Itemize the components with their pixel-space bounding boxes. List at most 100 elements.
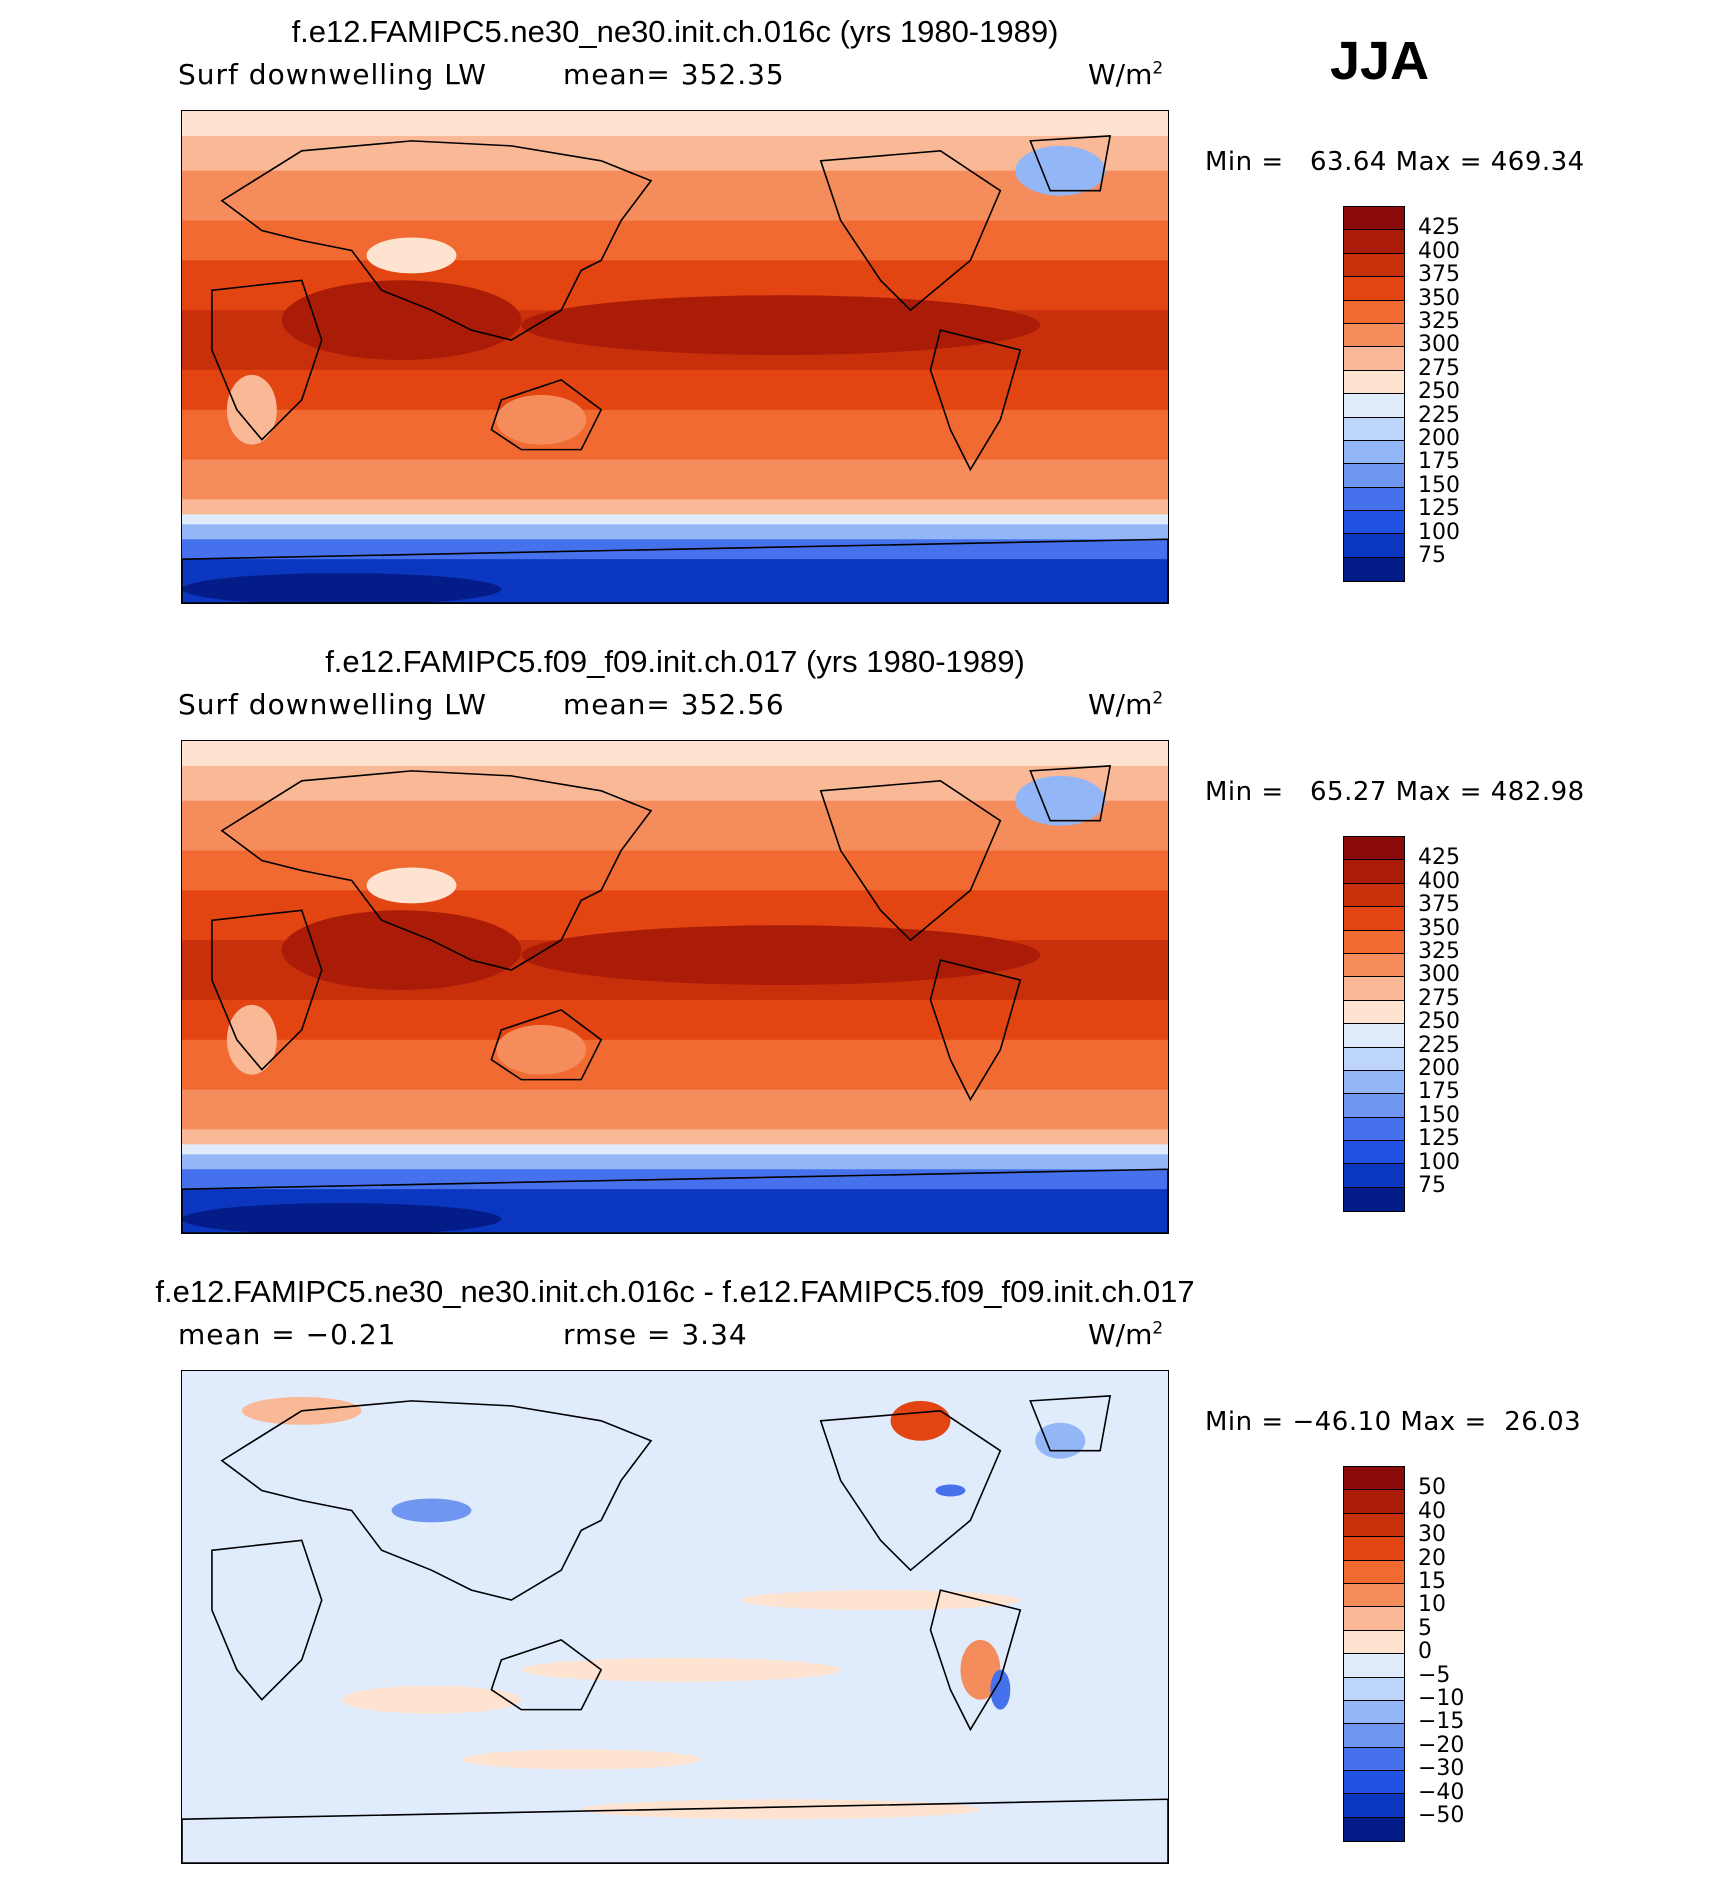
colorbar-box [1344, 300, 1404, 324]
panel-3: f.e12.FAMIPC5.ne30_ne30.init.ch.016c - f… [0, 1260, 1710, 1888]
minmax-label: Min = −46.10 Max = 26.03 [1205, 1407, 1582, 1437]
mean-label: mean= 352.56 [563, 688, 785, 721]
colorbar-tick-label: 425 [1418, 845, 1460, 871]
colorbar-box [1344, 440, 1404, 465]
colorbar-box [1344, 977, 1404, 1001]
colorbar-box [1344, 1560, 1404, 1584]
colorbar-box [1344, 930, 1404, 954]
colorbar-box [1344, 1094, 1404, 1118]
colorbar-box [1344, 1537, 1404, 1561]
colorbar-box [1344, 417, 1404, 441]
colorbar-box [1344, 1490, 1404, 1514]
panel-title: f.e12.FAMIPC5.ne30_ne30.init.ch.016c (yr… [291, 14, 1059, 49]
colorbar-box [1344, 487, 1404, 512]
colorbar-tick-label: 400 [1418, 868, 1460, 894]
units-label: W/m2 [1088, 1318, 1164, 1351]
map-panel-3 [181, 1370, 1169, 1864]
colorbar-box [1344, 883, 1404, 908]
colorbar-box [1344, 207, 1404, 231]
colorbar-box [1344, 1141, 1404, 1165]
colorbar-box [1344, 253, 1404, 278]
colorbar-tick-label: 50 [1418, 1475, 1446, 1501]
map-field [182, 741, 1168, 1233]
colorbar-box [1344, 394, 1404, 418]
map-field [182, 1371, 1168, 1863]
colorbar-tick-label: 425 [1418, 215, 1460, 241]
colorbar-box [1344, 277, 1404, 301]
colorbar-box [1344, 1070, 1404, 1095]
colorbar-tick-label: −50 [1418, 1803, 1465, 1828]
colorbar-box [1344, 1794, 1404, 1818]
colorbar-tick-label: 400 [1418, 238, 1460, 264]
panel-title: f.e12.FAMIPC5.ne30_ne30.init.ch.016c - f… [155, 1274, 1195, 1309]
colorbar-box [1344, 464, 1404, 488]
colorbar-tick-label: 325 [1418, 309, 1460, 334]
colorbar-tick-label: −5 [1418, 1662, 1451, 1688]
season-label: JJA [1330, 31, 1430, 91]
colorbar-tick-label: 350 [1418, 915, 1460, 941]
colorbar-tick-label: 375 [1418, 892, 1460, 918]
colorbar-box [1344, 534, 1404, 558]
colorbar-tick-label: 125 [1418, 1126, 1460, 1152]
colorbar-box [1344, 1724, 1404, 1748]
colorbar-box [1344, 1747, 1404, 1772]
colorbar-tick-label: 375 [1418, 262, 1460, 288]
colorbar-tick-label: 275 [1418, 355, 1460, 381]
panel-1: f.e12.FAMIPC5.ne30_ne30.init.ch.016c (yr… [0, 0, 1710, 628]
colorbar-tick-label: −40 [1418, 1779, 1465, 1805]
colorbar [1343, 206, 1405, 583]
map-field [182, 111, 1168, 603]
map-panel-1 [181, 110, 1169, 604]
colorbar-tick-label: 5 [1418, 1615, 1432, 1641]
colorbar-box [1344, 1024, 1404, 1048]
minmax-label: Min = 63.64 Max = 469.34 [1205, 147, 1585, 177]
colorbar-box [1344, 907, 1404, 931]
colorbar-box [1344, 230, 1404, 254]
colorbar-box [1344, 323, 1404, 348]
minmax-label: Min = 65.27 Max = 482.98 [1205, 777, 1585, 807]
colorbar-box [1344, 1117, 1404, 1142]
colorbar-tick-label: 100 [1418, 1149, 1460, 1175]
colorbar-tick-label: −20 [1418, 1732, 1465, 1758]
colorbar-tick-label: 150 [1418, 472, 1460, 498]
colorbar-box [1344, 1000, 1404, 1025]
colorbar-box [1344, 1187, 1404, 1212]
mean-label: mean = −0.21 [178, 1318, 397, 1351]
variable-label: Surf downwelling LW [178, 58, 487, 91]
colorbar-tick-label: 100 [1418, 519, 1460, 545]
map-panel-2 [181, 740, 1169, 1234]
colorbar-tick-label: 0 [1418, 1639, 1432, 1665]
colorbar-tick-label: 40 [1418, 1498, 1446, 1524]
colorbar [1343, 836, 1405, 1213]
colorbar-box [1344, 557, 1404, 582]
colorbar-box [1344, 347, 1404, 371]
colorbar-tick-label: 20 [1418, 1545, 1446, 1571]
colorbar-box [1344, 1047, 1404, 1071]
colorbar-box [1344, 1583, 1404, 1608]
colorbar-box [1344, 511, 1404, 535]
colorbar-tick-label: −10 [1418, 1686, 1465, 1711]
colorbar-tick-label: 150 [1418, 1102, 1460, 1128]
colorbar-tick-label: 275 [1418, 985, 1460, 1011]
colorbar-box [1344, 953, 1404, 978]
colorbar-tick-label: 300 [1418, 332, 1460, 358]
colorbar-box [1344, 837, 1404, 861]
panel-title: f.e12.FAMIPC5.f09_f09.init.ch.017 (yrs 1… [325, 644, 1025, 679]
colorbar-tick-label: 225 [1418, 402, 1460, 428]
colorbar-tick-label: 200 [1418, 426, 1460, 451]
colorbar-tick-label: 175 [1418, 449, 1460, 475]
colorbar-box [1344, 1607, 1404, 1631]
colorbar-tick-label: 75 [1418, 543, 1446, 568]
colorbar-tick-label: 325 [1418, 939, 1460, 964]
colorbar-tick-label: 300 [1418, 962, 1460, 988]
colorbar-box [1344, 370, 1404, 395]
colorbar-tick-label: 75 [1418, 1173, 1446, 1198]
colorbar-box [1344, 1771, 1404, 1795]
colorbar-tick-label: −30 [1418, 1756, 1465, 1782]
colorbar-box [1344, 1467, 1404, 1491]
colorbar-tick-label: 10 [1418, 1592, 1446, 1618]
variable-label: Surf downwelling LW [178, 688, 487, 721]
colorbar-box [1344, 1677, 1404, 1701]
colorbar-box [1344, 1654, 1404, 1678]
colorbar-tick-label: 15 [1418, 1569, 1446, 1594]
